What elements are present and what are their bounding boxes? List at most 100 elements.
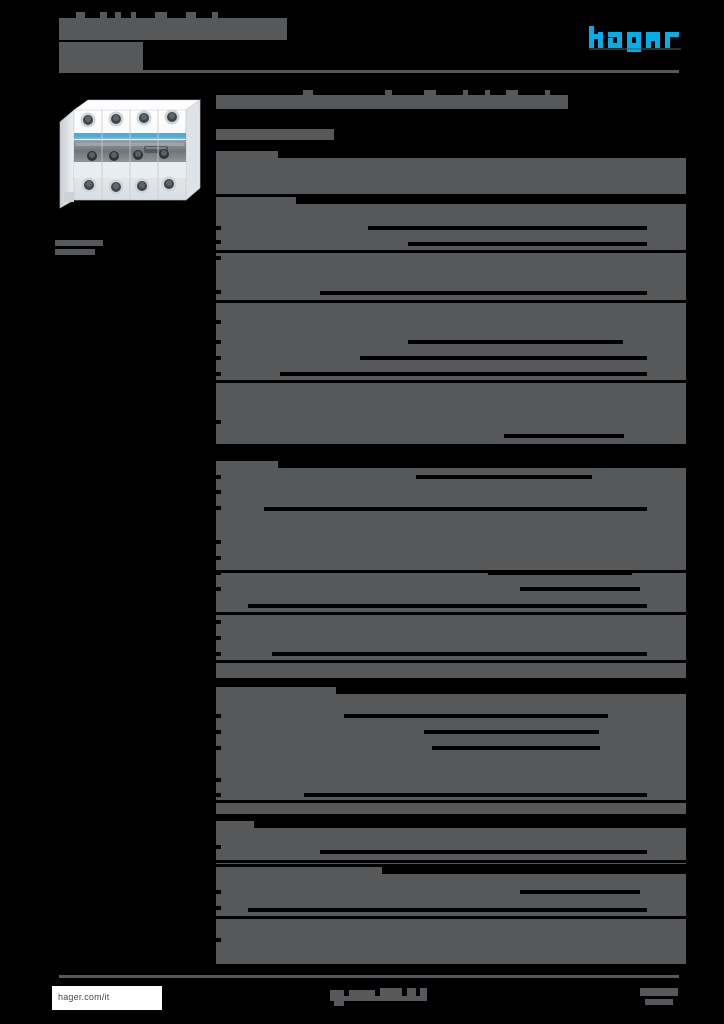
title-ascender [155,12,167,18]
table-section-5 [216,828,686,864]
page-number-sub [645,999,673,1005]
table-section-1 [216,158,686,194]
section-gap [216,194,686,204]
value-gap [280,372,647,376]
table-section-2 [216,204,686,444]
footer-text [349,990,375,999]
title-ascender [212,12,218,18]
value-gap [424,730,599,734]
row-notch [216,636,221,640]
row-notch [216,320,221,324]
row-separator [216,380,686,383]
page-title [216,95,568,109]
footer-text [330,996,427,1001]
section-header-label [216,687,336,695]
row-notch [216,490,221,494]
row-notch [216,714,221,718]
heading-ascender [545,90,550,95]
section-header-label [216,867,382,875]
value-gap [408,340,623,344]
value-gap [520,587,640,591]
value-gap [488,571,632,575]
website-badge[interactable]: hager.com/it [52,986,162,1010]
heading-ascender [303,90,313,95]
row-notch [216,746,221,750]
row-separator [216,300,686,303]
row-notch [216,620,221,624]
value-gap [304,793,647,797]
title-ascender [100,12,107,18]
value-gap [416,475,592,479]
value-gap [248,604,647,608]
row-notch [216,652,221,656]
footer-text [334,1001,344,1006]
table-section-6 [216,874,686,964]
document-title [59,18,287,40]
row-separator [216,570,686,573]
heading-ascender [485,90,490,95]
product-caption-line-1 [55,240,103,246]
value-gap [504,434,624,438]
footer-divider [59,975,679,978]
website-url[interactable]: hager.com/it [58,992,110,1002]
row-notch [216,890,221,894]
row-notch [216,372,221,376]
row-notch [216,556,221,560]
row-notch [216,356,221,360]
section-gap [216,814,686,828]
product-photo [52,88,206,218]
header-divider [59,70,679,73]
title-ascender [115,12,121,18]
row-separator [216,916,686,919]
value-gap [264,507,647,511]
row-notch [216,938,221,942]
section-header-label [216,151,278,159]
value-gap [520,890,640,894]
row-notch [216,778,221,782]
value-gap [344,714,608,718]
section-header-label [216,821,254,829]
row-notch [216,793,221,797]
section-gap [216,864,686,874]
hager-logo [589,26,681,52]
footer-text [407,988,416,996]
row-separator [216,860,686,863]
value-gap [360,356,647,360]
footer-text [420,988,427,996]
heading-ascender [385,90,392,95]
row-notch [216,506,221,510]
row-notch [216,256,221,260]
row-notch [216,290,221,294]
row-notch [216,845,221,849]
page-subtitle [216,129,334,140]
value-gap [320,291,647,295]
row-notch [216,240,221,244]
row-notch [216,730,221,734]
value-gap [432,746,600,750]
value-gap [248,908,647,912]
row-notch [216,571,221,575]
title-ascender [76,12,85,18]
row-separator [216,660,686,663]
row-notch [216,475,221,479]
heading-ascender [506,90,518,95]
value-gap [368,226,647,230]
value-gap [320,850,647,854]
value-gap [408,242,647,246]
row-notch [216,540,221,544]
value-gap [272,652,647,656]
row-notch [216,226,221,230]
row-notch [216,587,221,591]
row-separator [216,800,686,803]
section-gap [216,444,686,468]
document-subtitle [59,42,143,70]
heading-ascender [463,90,468,95]
row-notch [216,420,221,424]
footer-text [380,988,402,996]
row-notch [216,906,221,910]
title-ascender [131,12,136,18]
row-separator [216,612,686,615]
title-ascender [186,12,196,18]
row-notch [216,340,221,344]
